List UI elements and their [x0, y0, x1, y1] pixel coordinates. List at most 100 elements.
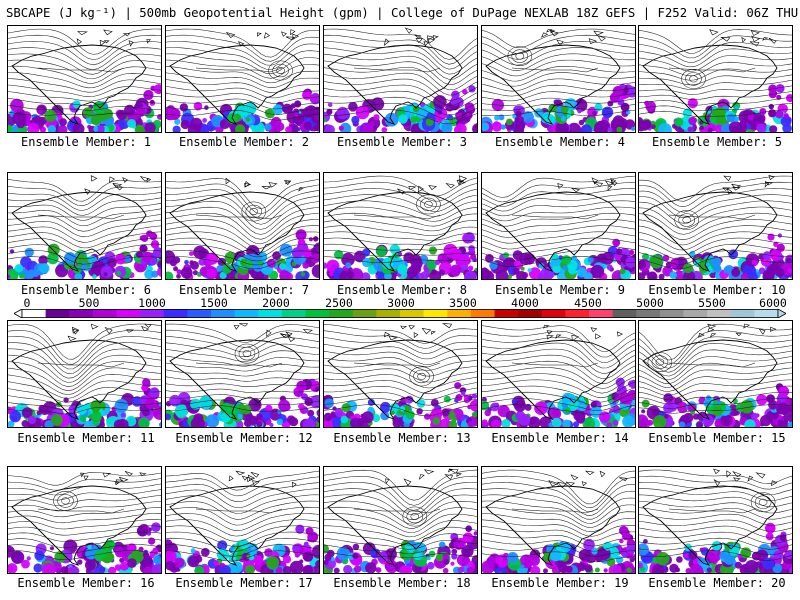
- sbcape-colorbar: [14, 309, 786, 318]
- border-line: [511, 214, 599, 220]
- cape-shading: [639, 84, 792, 132]
- height-contours: [166, 178, 319, 270]
- coastline: [169, 339, 305, 420]
- border-line: [195, 214, 283, 220]
- border-line: [511, 362, 599, 368]
- map-plot: [8, 323, 161, 427]
- colorbar-segment: [400, 309, 425, 318]
- panel-label-7: Ensemble Member: 7: [178, 283, 310, 297]
- height-contours: [639, 323, 792, 414]
- panel-label-9: Ensemble Member: 9: [494, 283, 626, 297]
- cape-shading: [8, 522, 161, 573]
- border-line: [511, 67, 599, 73]
- colorbar-tick-2500: 2500: [325, 296, 353, 310]
- panel-label-19: Ensemble Member: 19: [491, 576, 629, 590]
- colorbar-segment: [376, 309, 401, 318]
- border-line: [511, 508, 599, 514]
- colorbar-segment: [707, 309, 732, 318]
- colorbar-segment: [612, 309, 637, 318]
- height-contours: [166, 28, 319, 121]
- map-plot: [639, 468, 792, 573]
- coastline: [485, 191, 621, 272]
- colorbar-tick-0: 0: [23, 296, 31, 310]
- cape-shading: [639, 383, 792, 427]
- border-line: [37, 214, 125, 220]
- colorbar-segment: [22, 309, 47, 318]
- height-contours: [8, 472, 161, 560]
- height-contours: [482, 28, 635, 117]
- ensemble-panel-14: [481, 320, 636, 428]
- colorbar-tick-6000: 6000: [759, 296, 787, 310]
- panel-label-11: Ensemble Member: 11: [17, 431, 155, 445]
- coastline: [11, 339, 147, 420]
- ensemble-panel-17: [165, 466, 320, 574]
- colorbar-segment: [187, 309, 212, 318]
- height-contours: [324, 28, 477, 125]
- map-plot: [639, 323, 792, 427]
- ensemble-panel-18: [323, 466, 478, 574]
- colorbar-segment: [541, 309, 566, 318]
- colorbar-tick-1000: 1000: [138, 296, 166, 310]
- map-plot: [639, 29, 792, 132]
- coastline: [642, 44, 778, 125]
- colorbar-tick-3000: 3000: [387, 296, 415, 310]
- height-contours: [8, 179, 161, 270]
- border-line: [353, 362, 441, 368]
- cape-shading: [639, 233, 792, 279]
- cape-shading: [482, 83, 635, 132]
- colorbar-segment: [659, 309, 684, 318]
- ensemble-panel-6: [7, 172, 162, 280]
- map-plot: [482, 469, 635, 573]
- panel-label-1: Ensemble Member: 1: [20, 135, 152, 149]
- border-line: [353, 67, 441, 73]
- cape-shading: [324, 525, 477, 573]
- cape-shading: [324, 85, 477, 132]
- figure-title: SBCAPE (J kg⁻¹) | 500mb Geopotential Hei…: [6, 6, 800, 20]
- colorbar-segment: [494, 309, 519, 318]
- colorbar-segment: [234, 309, 259, 318]
- panel-label-15: Ensemble Member: 15: [648, 431, 786, 445]
- height-contours: [482, 325, 635, 416]
- colorbar-tick-4000: 4000: [511, 296, 539, 310]
- ensemble-panel-7: [165, 172, 320, 280]
- map-plot: [324, 27, 477, 132]
- colorbar-segment: [69, 309, 94, 318]
- map-plot: [324, 323, 477, 427]
- map-plot: [639, 174, 792, 279]
- panel-label-17: Ensemble Member: 17: [175, 576, 313, 590]
- panel-label-5: Ensemble Member: 5: [651, 135, 783, 149]
- map-plot: [166, 28, 319, 132]
- cape-shading: [324, 232, 477, 279]
- colorbar-segment: [140, 309, 165, 318]
- map-plot: [482, 324, 635, 427]
- ensemble-panel-11: [7, 320, 162, 428]
- panel-label-6: Ensemble Member: 6: [20, 283, 152, 297]
- border-line: [195, 67, 283, 73]
- panel-label-13: Ensemble Member: 13: [333, 431, 471, 445]
- ensemble-panel-2: [165, 25, 320, 133]
- cape-shading: [166, 524, 319, 573]
- ensemble-panel-3: [323, 25, 478, 133]
- map-plot: [482, 175, 635, 279]
- colorbar-segment: [636, 309, 661, 318]
- ensemble-panel-20: [638, 466, 793, 574]
- cape-shading: [8, 378, 161, 427]
- colorbar-tick-3500: 3500: [449, 296, 477, 310]
- coastline: [642, 339, 778, 420]
- colorbar-segment: [470, 309, 495, 318]
- height-contours: [324, 175, 477, 263]
- ensemble-panel-4: [481, 25, 636, 133]
- height-contours: [324, 323, 477, 417]
- coastline: [11, 191, 147, 272]
- panel-label-18: Ensemble Member: 18: [333, 576, 471, 590]
- panel-label-14: Ensemble Member: 14: [491, 431, 629, 445]
- border-line: [353, 508, 441, 514]
- coastline: [11, 44, 147, 125]
- map-plot: [166, 470, 319, 573]
- colorbar-segment: [352, 309, 377, 318]
- height-contours: [324, 469, 477, 559]
- colorbar-segment: [116, 309, 141, 318]
- colorbar-segment: [211, 309, 236, 318]
- ensemble-panel-16: [7, 466, 162, 574]
- ensemble-panel-5: [638, 25, 793, 133]
